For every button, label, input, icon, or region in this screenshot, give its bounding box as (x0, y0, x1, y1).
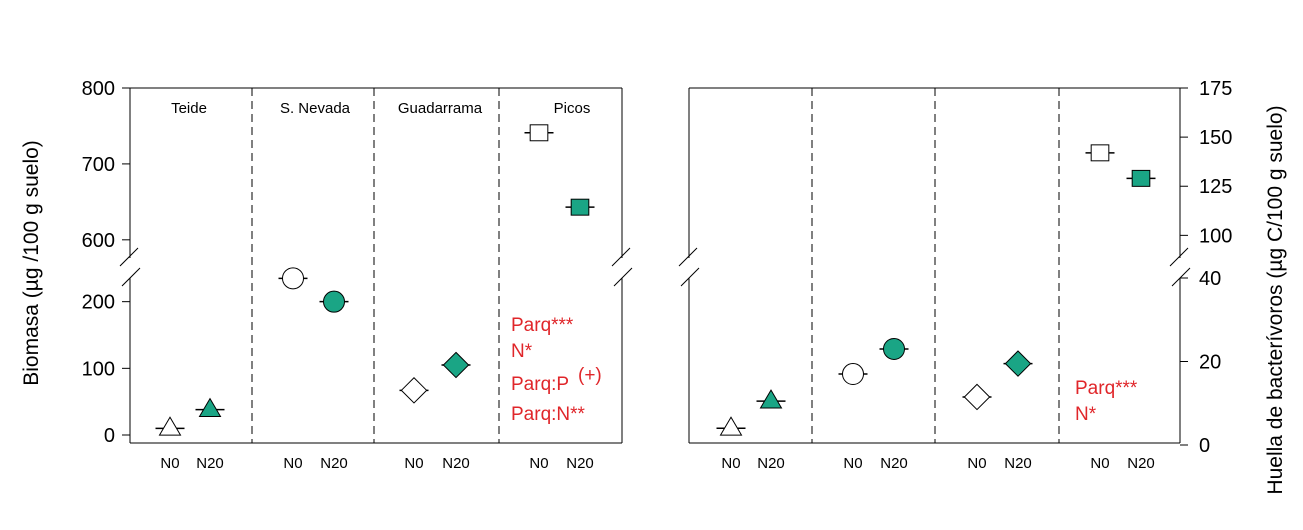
x-tick-label: N20 (320, 455, 348, 472)
y-axis-label: Huella de bacterívoros (µg C/100 g suelo… (1264, 105, 1287, 494)
x-tick-label: N0 (1090, 455, 1109, 472)
data-point-picos-n0 (529, 124, 549, 142)
site-label: Picos (554, 100, 591, 117)
axis-break-mark (678, 247, 698, 267)
data-point-snevada-n20 (883, 337, 905, 360)
x-tick-label: N0 (721, 455, 740, 472)
x-tick-label: N0 (283, 455, 302, 472)
data-point-teide-n20 (759, 389, 783, 409)
axis-break-mark (119, 247, 139, 267)
axis-break-mark (680, 267, 700, 287)
x-tick-label: N20 (196, 455, 224, 472)
data-point-teide-n20 (198, 397, 222, 417)
data-point-snevada-n0 (282, 267, 304, 290)
stat-label: N* (1075, 404, 1097, 425)
stat-label: Parq*** (1075, 378, 1138, 399)
y-tick-label: 100 (1199, 225, 1232, 247)
axis-break-mark (121, 267, 141, 287)
x-tick-label: N20 (1127, 455, 1155, 472)
y-axis-label: Biomasa (µg /100 g suelo) (20, 140, 43, 386)
site-label: S. Nevada (280, 100, 351, 117)
data-point-guadarrama-n20 (442, 351, 470, 379)
stat-superscript: (+) (578, 365, 602, 386)
y-tick-label: 700 (82, 154, 115, 176)
y-tick-label: 20 (1199, 352, 1221, 374)
data-point-teide-n0 (719, 416, 743, 436)
x-tick-label: N20 (442, 455, 470, 472)
data-point-guadarrama-n20 (1004, 350, 1032, 377)
axis-break-mark (611, 247, 631, 267)
y-tick-label: 125 (1199, 176, 1232, 198)
data-point-picos-n20 (570, 198, 590, 216)
data-point-guadarrama-n0 (963, 383, 991, 411)
stat-label: N* (511, 341, 533, 362)
x-tick-label: N20 (757, 455, 785, 472)
site-label: Teide (171, 100, 207, 117)
y-tick-label: 200 (82, 292, 115, 314)
data-point-snevada-n0 (842, 363, 864, 386)
x-tick-label: N20 (880, 455, 908, 472)
x-tick-label: N20 (566, 455, 594, 472)
chart-panel-1 (119, 87, 633, 444)
site-label: Guadarrama (398, 100, 483, 117)
y-tick-label: 175 (1199, 78, 1232, 100)
x-tick-label: N0 (160, 455, 179, 472)
axis-break-mark (613, 267, 633, 287)
data-point-snevada-n20 (323, 290, 345, 313)
y-tick-label: 600 (82, 230, 115, 252)
x-tick-label: N0 (529, 455, 548, 472)
y-tick-label: 0 (1199, 435, 1210, 457)
data-point-picos-n20 (1131, 169, 1151, 187)
chart-panel-2 (678, 87, 1191, 446)
axis-break-mark (1171, 267, 1191, 287)
y-tick-label: 100 (82, 358, 115, 380)
y-tick-label: 150 (1199, 127, 1232, 149)
data-point-guadarrama-n0 (400, 377, 428, 404)
x-tick-label: N0 (404, 455, 423, 472)
y-tick-label: 800 (82, 78, 115, 100)
x-tick-label: N20 (1004, 455, 1032, 472)
y-tick-label: 40 (1199, 268, 1221, 290)
y-tick-label: 0 (104, 425, 115, 447)
data-point-picos-n0 (1090, 144, 1110, 162)
axis-break-mark (1169, 247, 1189, 267)
data-point-teide-n0 (158, 416, 182, 436)
x-tick-label: N0 (967, 455, 986, 472)
stat-label: Parq*** (511, 315, 574, 336)
stat-label: Parq:P (511, 374, 569, 395)
stat-label: Parq:N** (511, 404, 586, 425)
x-tick-label: N0 (843, 455, 862, 472)
